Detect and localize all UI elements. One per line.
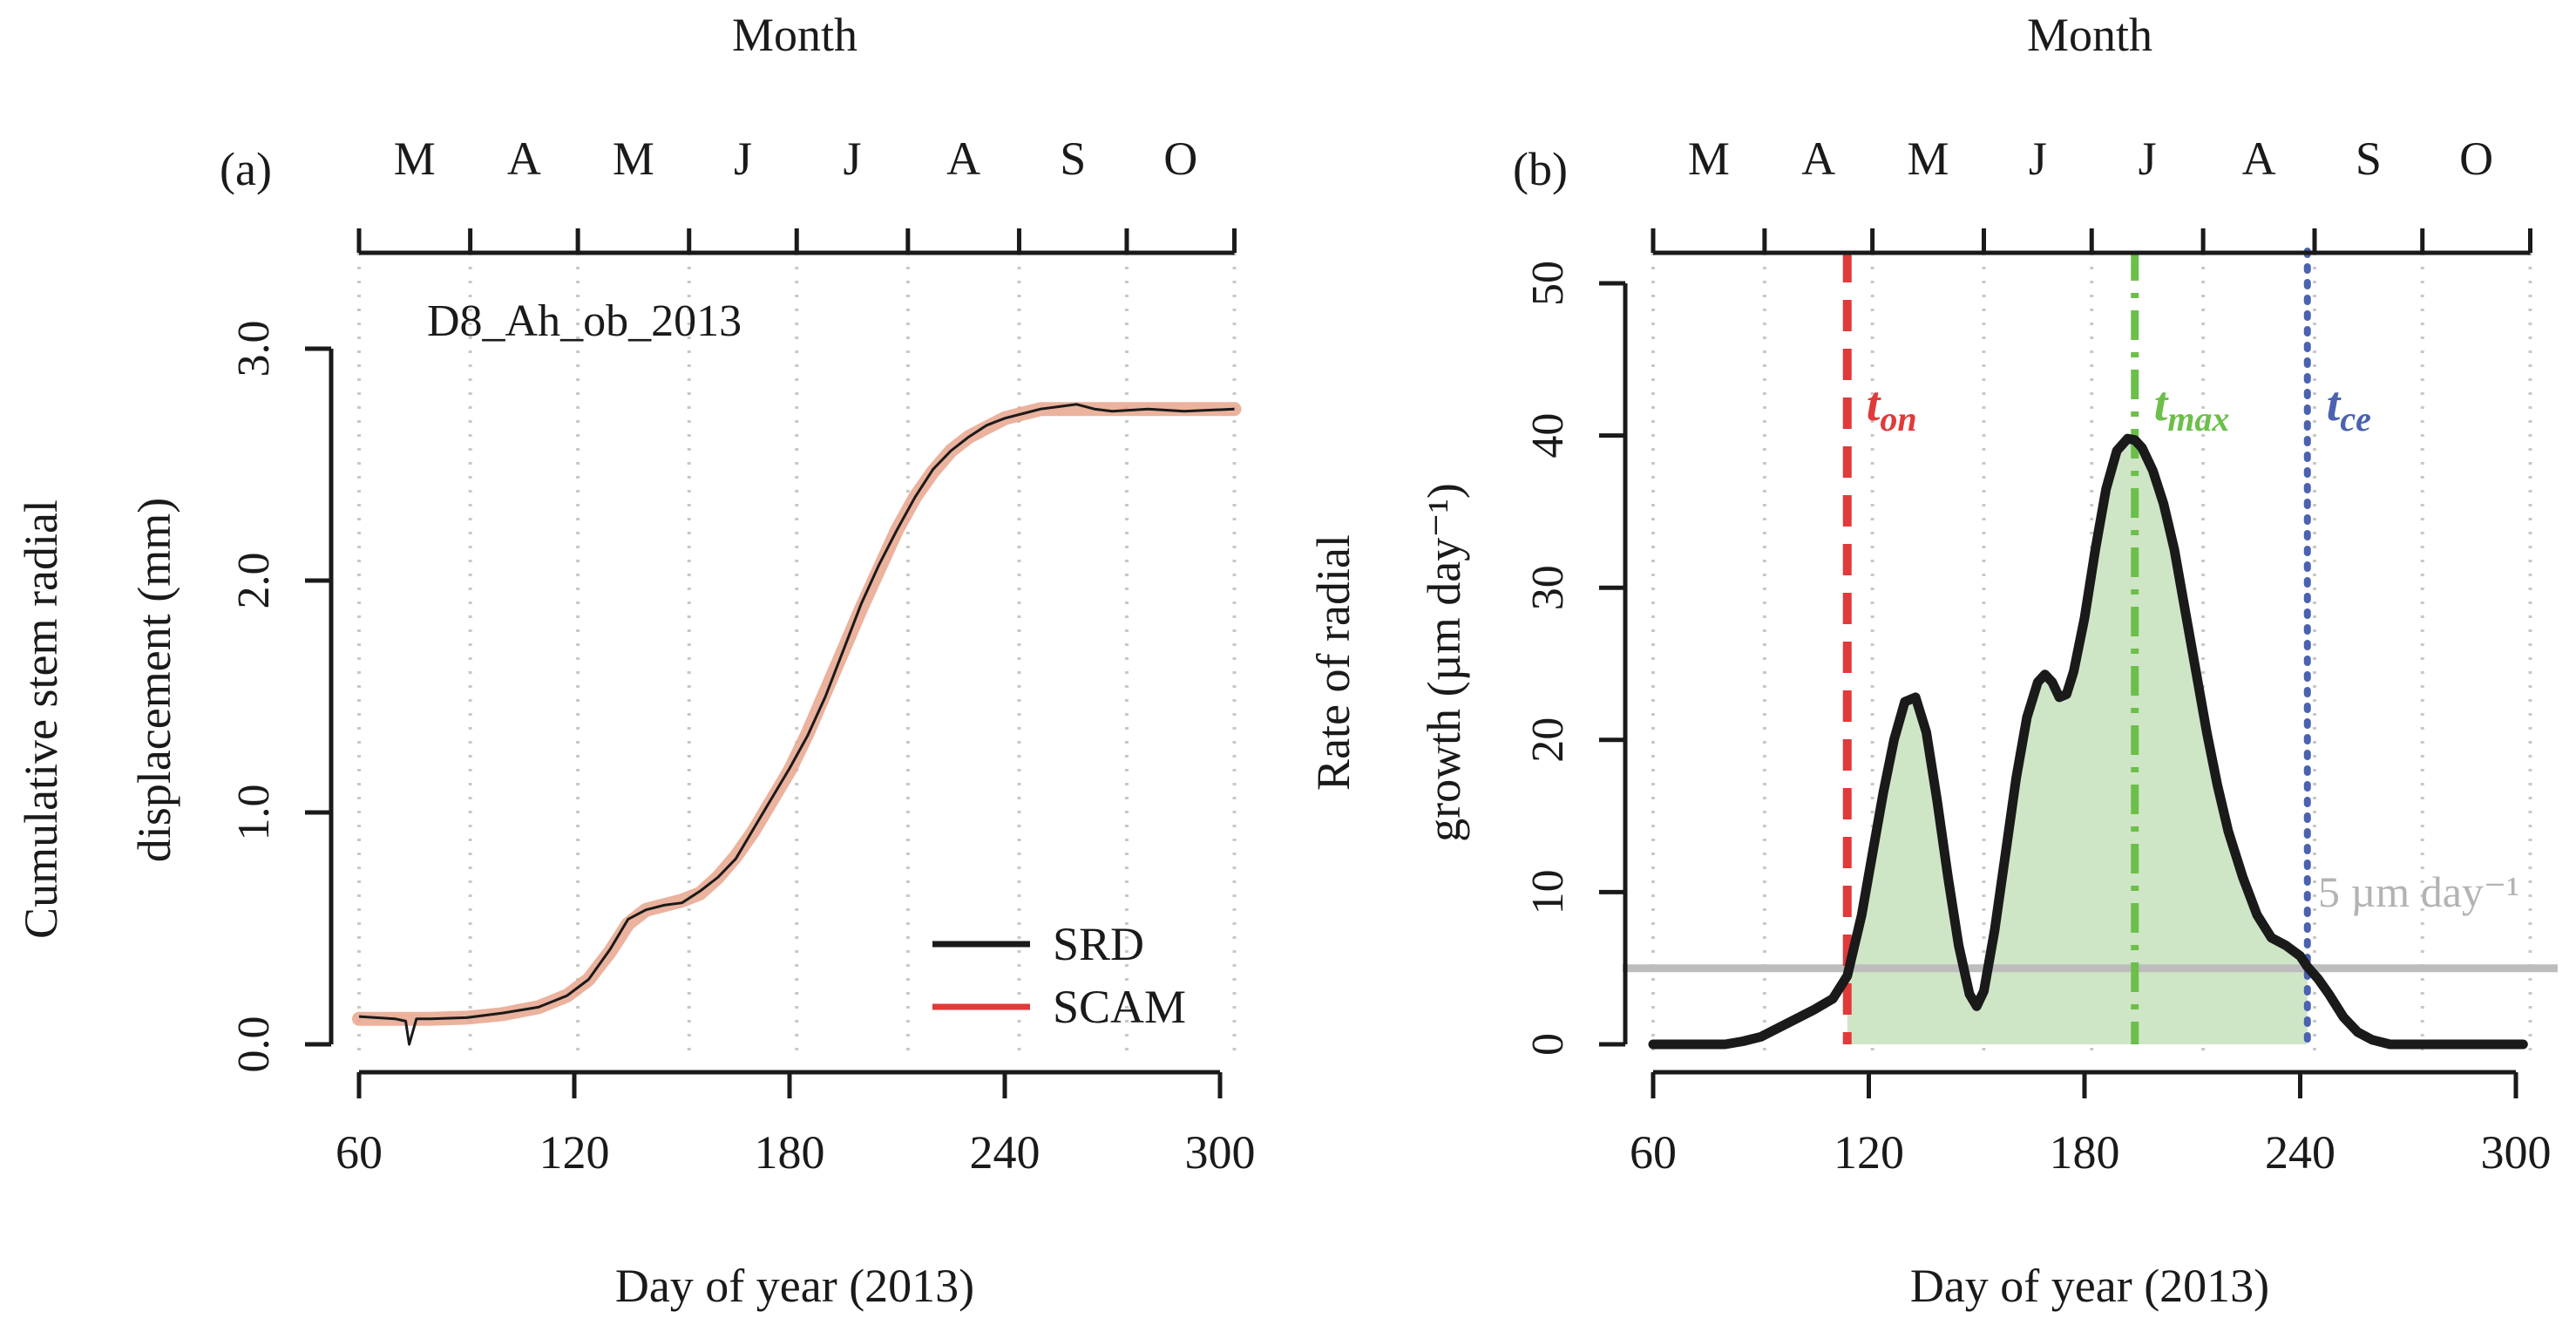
panel-a-x-axis: 60 120 180 240 300 [336, 1070, 1256, 1179]
t-on-label: ton [1867, 377, 1917, 438]
panel-b-y-tick-label: 30 [1523, 565, 1573, 610]
panel-b-x-tick-label: 300 [2481, 1126, 2552, 1179]
t-ce-symbol: t [2327, 377, 2342, 432]
t-ce-subscript: ce [2340, 399, 2371, 438]
panel-a-month-label: J [844, 133, 862, 185]
panel-a-month-label: J [734, 133, 752, 185]
panel-b-month-label: M [1908, 133, 1949, 185]
panel-a-y-tick-label: 1.0 [229, 785, 279, 841]
panel-b-series [1648, 433, 2528, 1050]
panel-b-y-tick-label: 50 [1523, 261, 1573, 306]
panel-a-y-axis-label-line2: displacement (mm) [128, 498, 180, 862]
panel-a-month-title: Month [732, 9, 858, 61]
panel-a-month-label: S [1060, 133, 1086, 185]
panel-b-label: (b) [1513, 143, 1568, 195]
panel-a-month-label: O [1163, 133, 1197, 185]
panel-b-y-tick-label: 40 [1523, 413, 1573, 459]
panel-b-x-axis: 60 120 180 240 300 [1630, 1070, 2552, 1179]
panel-b-y-tick-label: 20 [1523, 717, 1573, 763]
panel-b-month-label: J [2139, 133, 2157, 185]
t-max-symbol: t [2154, 377, 2169, 432]
threshold-label: 5 µm day⁻¹ [2318, 867, 2519, 916]
panel-a-month-label: A [507, 133, 541, 185]
panel-a-annotation: D8_Ah_ob_2013 [427, 296, 742, 346]
panel-b-month-label: A [1801, 133, 1835, 185]
t-on-subscript: on [1880, 399, 1916, 438]
panel-b-growth-area [1847, 438, 2308, 1045]
panel-b-month-label: O [2459, 133, 2493, 185]
panel-b-month-title: Month [2027, 9, 2152, 61]
panel-b-x-tick-label: 60 [1630, 1126, 1677, 1179]
panel-b-x-tick-label: 120 [1834, 1126, 1904, 1179]
t-ce-label: tce [2327, 377, 2371, 438]
panel-a-x-tick-label: 60 [336, 1126, 383, 1179]
t-on-symbol: t [1867, 377, 1881, 432]
t-max-subscript: max [2167, 399, 2229, 438]
panel-a-month-label: M [613, 133, 654, 185]
panel-b-month-label: A [2242, 133, 2276, 185]
growth-rate-line [1648, 433, 2528, 1050]
panel-a-x-tick-label: 180 [755, 1126, 825, 1179]
panel-a-y-tick-label: 3.0 [229, 321, 279, 377]
panel-b-y-axis: 0 10 20 30 40 50 [1523, 261, 1628, 1056]
growth-area [1847, 438, 2308, 1045]
panel-a-month-label: M [394, 133, 436, 185]
panel-b-x-tick-label: 240 [2265, 1126, 2335, 1179]
panel-b-y-axis-label-line2: growth (µm day⁻¹) [1418, 483, 1470, 842]
srd-line [358, 403, 1235, 1046]
panel-b-x-axis-label: Day of year (2013) [1910, 1260, 2269, 1312]
panel-a-x-tick-label: 300 [1185, 1126, 1256, 1179]
legend-scam-label: SCAM [1053, 981, 1186, 1033]
panel-b-phenology-markers: ton tmax tce [1842, 248, 2371, 1048]
panel-a-x-axis-label: Day of year (2013) [615, 1260, 974, 1312]
t-max-label: tmax [2154, 377, 2230, 438]
panel-a-y-tick-label: 2.0 [229, 553, 279, 609]
panel-a-label: (a) [220, 143, 272, 195]
panel-b-month-label: S [2356, 133, 2382, 185]
panel-a-month-label: A [946, 133, 980, 185]
panel-b-x-tick-label: 180 [2050, 1126, 2120, 1179]
panel-a-y-tick-label: 0.0 [229, 1016, 279, 1073]
panel-a-x-tick-label: 120 [539, 1126, 610, 1179]
panel-a-y-axis-label-line1: Cumulative stem radial [15, 500, 67, 939]
panel-b-y-tick-label: 10 [1523, 869, 1573, 914]
panel-a-cumulative-displacement: Month (a) M A M J J A S O 60 120 180 240 300 0.0 1.0… [15, 9, 1256, 1312]
panel-b-y-axis-label-line1: Rate of radial [1307, 534, 1359, 791]
panel-b-month-label: M [1688, 133, 1730, 185]
panel-b-y-tick-label: 0 [1523, 1033, 1573, 1056]
panel-b-month-label: J [2029, 133, 2047, 185]
panel-b-threshold: 5 µm day⁻¹ [1623, 867, 2558, 973]
legend-srd-label: SRD [1053, 918, 1144, 970]
panel-a-legend: SRD SCAM [932, 918, 1186, 1033]
panel-a-x-tick-label: 240 [970, 1126, 1041, 1179]
panel-a-series [352, 402, 1242, 1046]
panel-a-y-axis: 0.0 1.0 2.0 3.0 [229, 321, 334, 1073]
